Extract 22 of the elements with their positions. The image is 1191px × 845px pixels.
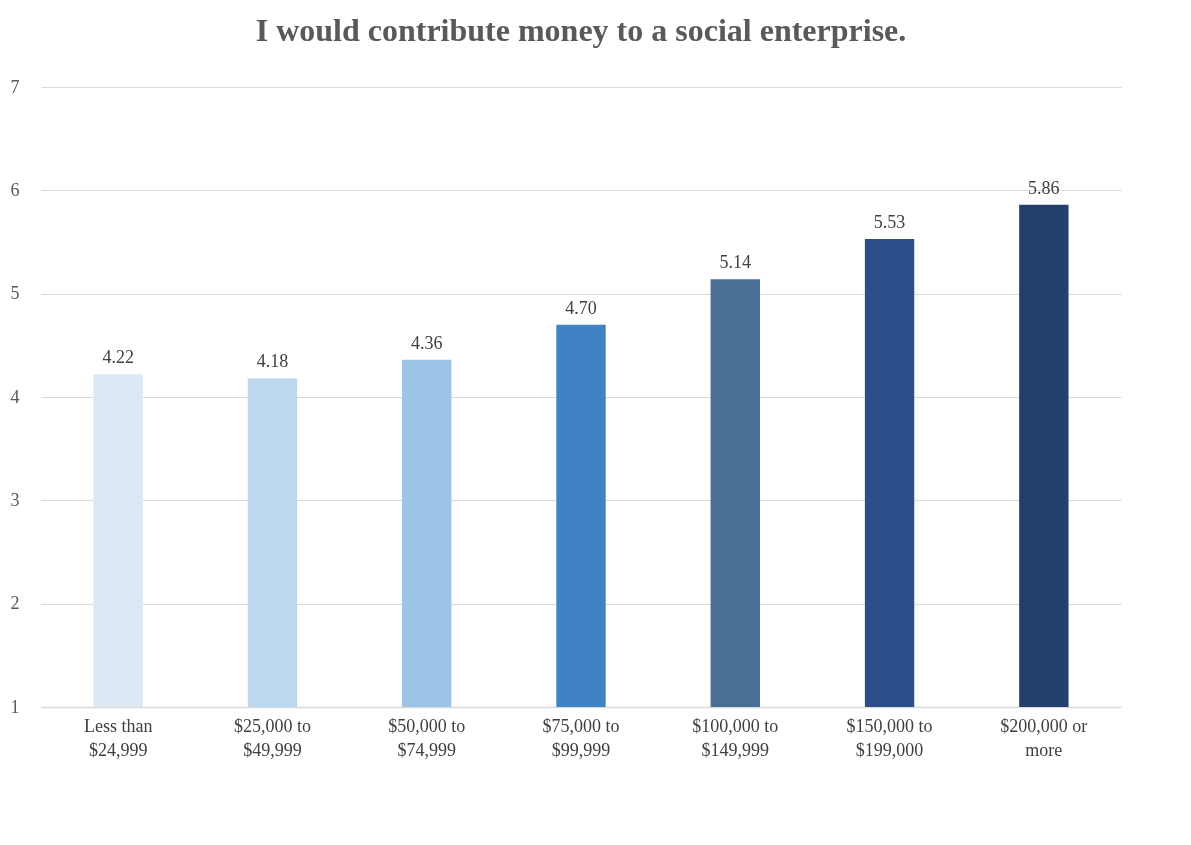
y-tick-label: 4 — [10, 386, 20, 407]
x-tick-label: $25,000 to $49,999 — [233, 715, 311, 760]
chart-title: I would contribute money to a social enterprise. — [255, 12, 907, 48]
y-tick-label: 5 — [10, 283, 20, 304]
y-tick-label: 2 — [10, 593, 20, 614]
data-label: 4.22 — [102, 347, 134, 368]
x-tick-label: Less than $24,999 — [83, 715, 153, 760]
y-tick-label: 7 — [10, 76, 20, 97]
x-tick-label: $50,000 to $74,999 — [388, 715, 466, 760]
x-tick-label: $200,000 or more — [1000, 715, 1088, 760]
data-label: 5.14 — [719, 252, 752, 273]
x-tick-label: $75,000 to $99,999 — [542, 715, 620, 760]
x-tick-label: $100,000 to $149,999 — [692, 715, 779, 760]
data-label: 4.70 — [565, 297, 597, 318]
data-label: 5.53 — [873, 211, 906, 232]
y-tick-label: 6 — [10, 179, 20, 200]
y-tick-label: 1 — [10, 696, 20, 717]
y-tick-label: 3 — [10, 489, 20, 510]
data-label: 4.36 — [410, 332, 443, 353]
data-label: 4.18 — [256, 351, 289, 372]
x-tick-label: $150,000 to $199,000 — [846, 715, 933, 760]
data-label: 5.86 — [1028, 177, 1060, 198]
